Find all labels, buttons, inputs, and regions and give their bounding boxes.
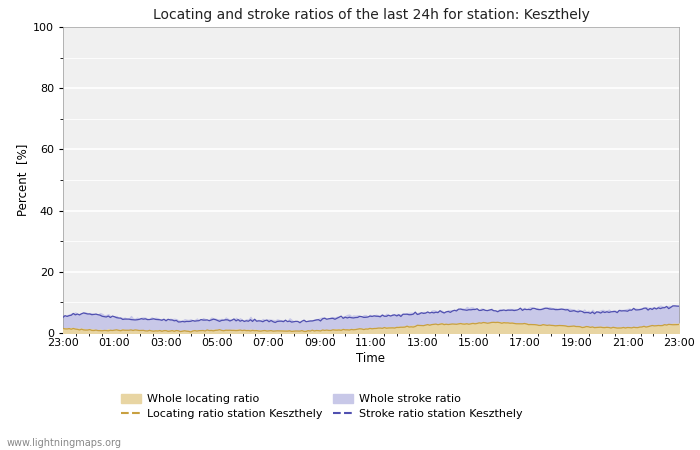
Y-axis label: Percent  [%]: Percent [%] [16,144,29,216]
Legend: Whole locating ratio, Locating ratio station Keszthely, Whole stroke ratio, Stro: Whole locating ratio, Locating ratio sta… [121,394,522,419]
Text: www.lightningmaps.org: www.lightningmaps.org [7,438,122,448]
X-axis label: Time: Time [356,352,386,365]
Title: Locating and stroke ratios of the last 24h for station: Keszthely: Locating and stroke ratios of the last 2… [153,8,589,22]
